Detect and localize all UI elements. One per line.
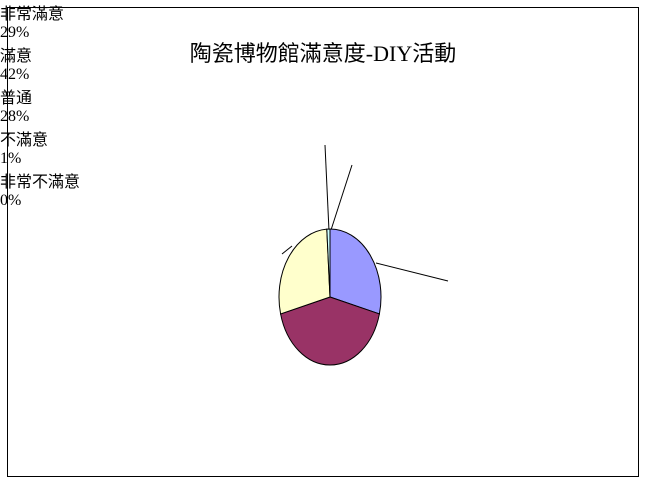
label-name: 不滿意 (0, 132, 49, 149)
leader-line (281, 245, 293, 255)
label-name: 滿意 (0, 48, 33, 65)
chart-frame (7, 7, 639, 477)
pie-slice (329, 228, 382, 315)
pie-slice (278, 228, 331, 315)
label-name: 普通 (0, 90, 33, 107)
data-label: 非常不滿意 0% (0, 168, 90, 210)
label-value: 0% (0, 192, 22, 209)
chart-title: 陶瓷博物館滿意度-DIY活動 (189, 41, 457, 66)
label-value: 1% (0, 150, 22, 167)
leader-line (324, 144, 330, 232)
pie-slice (280, 296, 380, 366)
leader-line (330, 164, 353, 231)
label-name: 非常不滿意 (0, 174, 81, 191)
label-name: 非常滿意 (0, 6, 65, 23)
data-label: 不滿意 1% (0, 126, 646, 168)
leader-line (375, 262, 449, 282)
